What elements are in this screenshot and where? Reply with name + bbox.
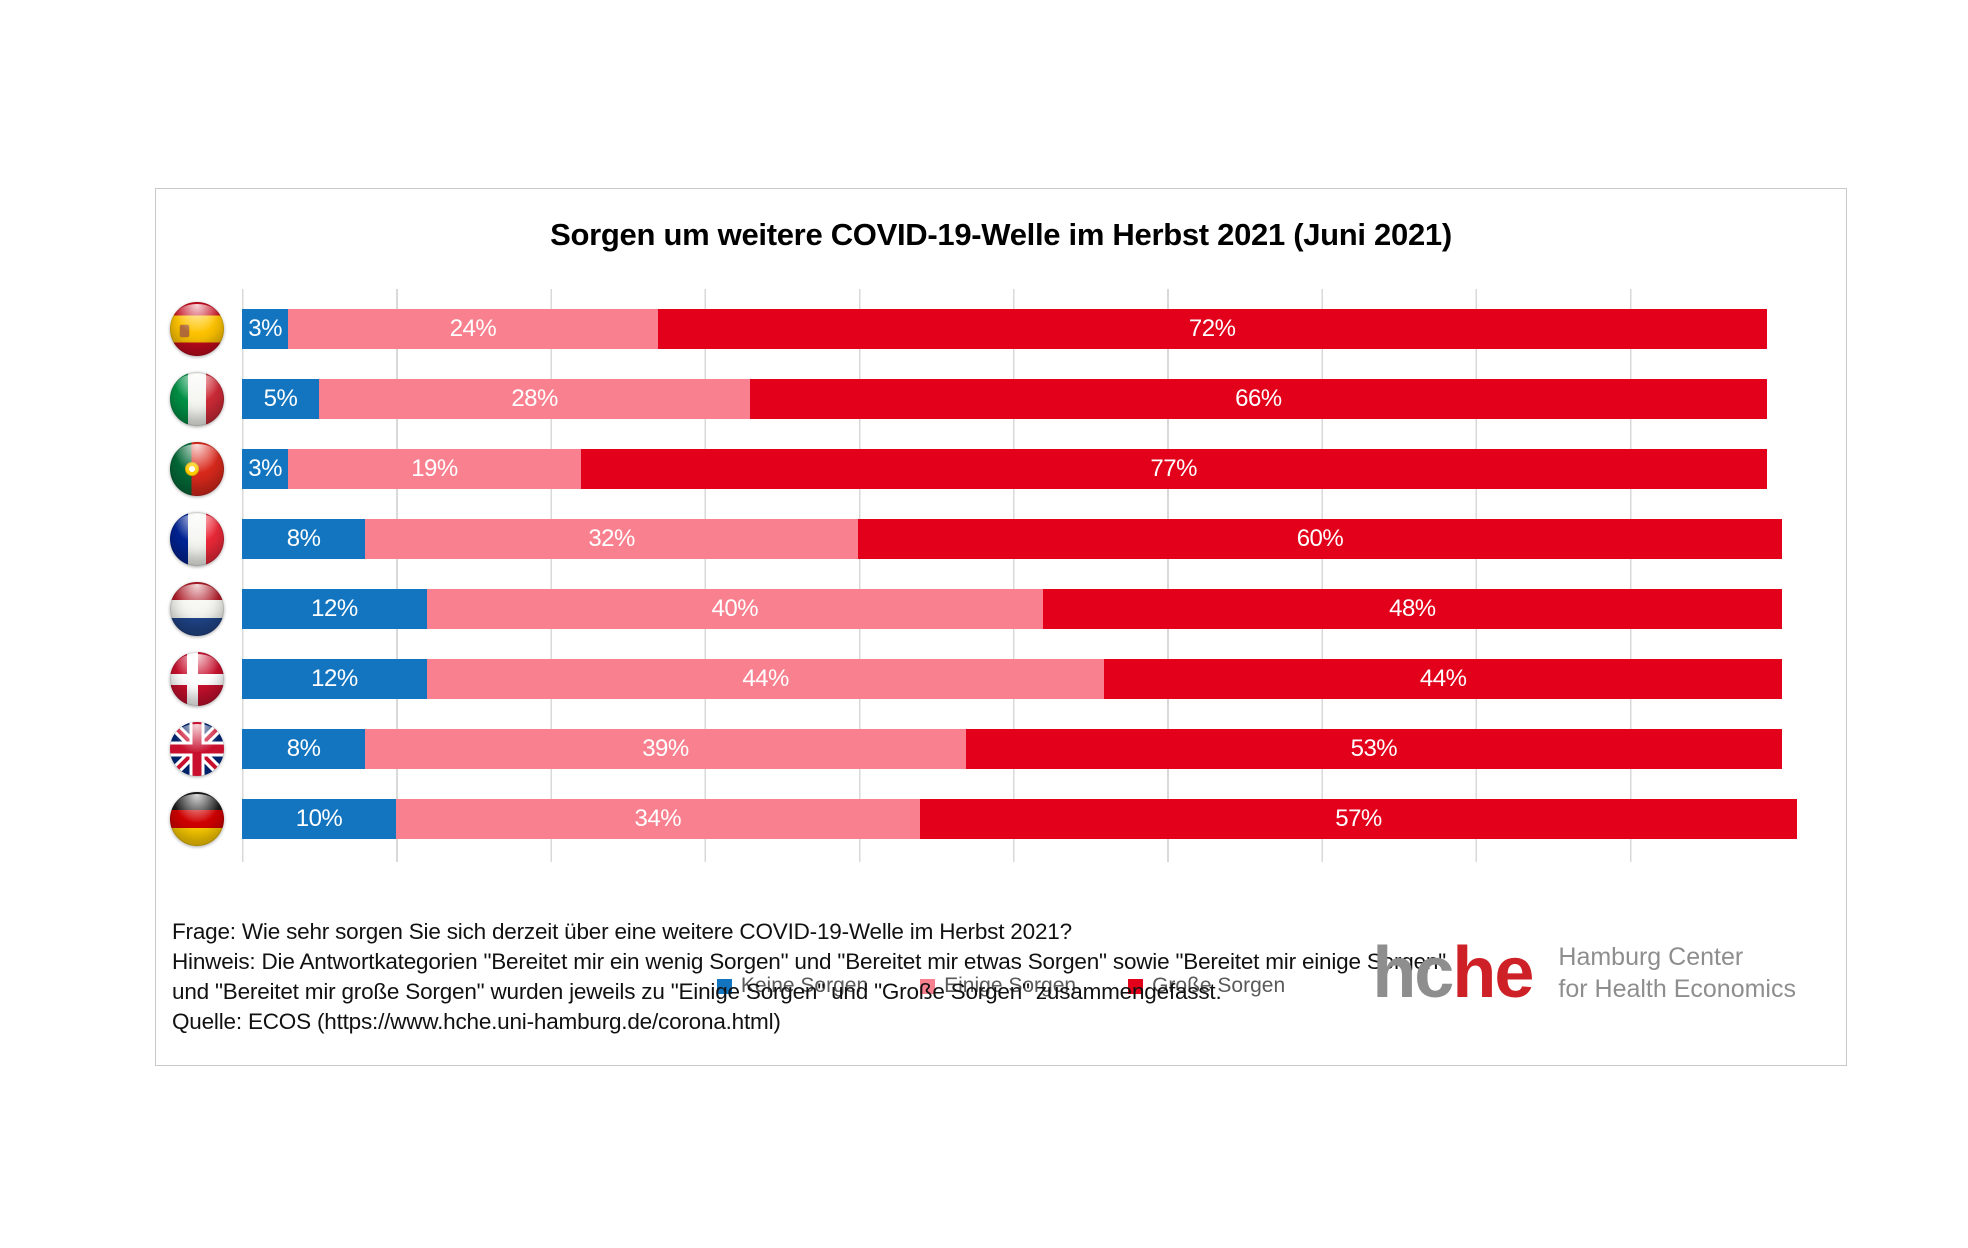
chart-rows: 3% 24% 72% 5% 28% 66% 3% 19% 77% 8% 32% 60% 12% 40% 48… — [156, 294, 1846, 854]
bar-segment-einige-sorgen: 32% — [365, 519, 858, 559]
stacked-bar: 8% 32% 60% — [242, 519, 1782, 559]
legend-label: Einige Sorgen — [944, 974, 1077, 997]
bar-segment-einige-sorgen: 19% — [288, 449, 581, 489]
footnote-quelle: Quelle: ECOS (https://www.hche.uni-hambu… — [172, 1009, 781, 1034]
bar-segment-keine-sorgen: 5% — [242, 379, 319, 419]
chart-row-italien: 5% 28% 66% — [156, 364, 1846, 434]
legend: Keine Sorgen Einige Sorgen Große Sorgen — [156, 974, 1846, 998]
segment-value-label: 39% — [642, 735, 689, 762]
segment-value-label: 12% — [311, 595, 358, 622]
bar-segment-einige-sorgen: 40% — [426, 589, 1043, 629]
segment-value-label: 34% — [634, 805, 682, 832]
chart-row-deutschland: 10% 34% 57% — [156, 784, 1846, 854]
segment-value-label: 66% — [1235, 385, 1282, 412]
legend-swatch-red-icon — [1128, 978, 1144, 994]
segment-value-label: 48% — [1389, 595, 1436, 622]
segment-value-label: 53% — [1350, 735, 1398, 762]
bar-segment-gro-e-sorgen: 60% — [857, 519, 1782, 559]
legend-label: Große Sorgen — [1152, 974, 1286, 997]
segment-value-label: 28% — [511, 385, 558, 412]
legend-item-einige-sorgen: Einige Sorgen — [920, 974, 1076, 998]
stacked-bar: 12% 40% 48% — [242, 589, 1782, 629]
bar-segment-keine-sorgen: 12% — [242, 589, 427, 629]
hche-logo: hche Hamburg Center for Health Economics — [1372, 937, 1796, 1009]
chart-panel: Sorgen um weitere COVID-19-Welle im Herb… — [155, 188, 1847, 1066]
bar-segment-einige-sorgen: 34% — [396, 799, 920, 839]
chart-row-portugal: 3% 19% 77% — [156, 434, 1846, 504]
flag-fr-icon — [170, 512, 224, 566]
segment-value-label: 77% — [1150, 455, 1197, 482]
legend-label: Keine Sorgen — [740, 974, 869, 997]
chart-row-d-nemark: 12% 44% 44% — [156, 644, 1846, 714]
hche-logotype: hche — [1372, 933, 1534, 1013]
stacked-bar: 5% 28% 66% — [242, 379, 1782, 419]
stacked-bar: 10% 34% 57% — [242, 799, 1798, 839]
segment-value-label: 12% — [311, 665, 358, 692]
flag-it-icon — [170, 372, 224, 426]
bar-segment-keine-sorgen: 8% — [242, 729, 366, 769]
bar-segment-keine-sorgen: 10% — [242, 799, 396, 839]
bar-segment-gro-e-sorgen: 77% — [580, 449, 1767, 489]
bar-segment-gro-e-sorgen: 53% — [965, 729, 1782, 769]
segment-value-label: 60% — [1296, 525, 1344, 552]
segment-value-label: 8% — [286, 735, 321, 762]
bar-segment-keine-sorgen: 8% — [242, 519, 366, 559]
segment-value-label: 10% — [295, 805, 343, 832]
segment-value-label: 8% — [286, 525, 321, 552]
bar-segment-keine-sorgen: 3% — [242, 449, 289, 489]
segment-value-label: 44% — [742, 665, 789, 692]
flag-gb-icon — [170, 722, 224, 776]
segment-value-label: 32% — [588, 525, 635, 552]
footnote-hinweis: Hinweis: Die Antwortkategorien "Bereitet… — [172, 949, 1446, 1004]
legend-swatch-pink-icon — [920, 978, 936, 994]
segment-value-label: 5% — [263, 385, 298, 412]
segment-value-label: 40% — [711, 595, 759, 622]
chart-row-spanien: 3% 24% 72% — [156, 294, 1846, 364]
flag-dk-icon — [170, 652, 224, 706]
hche-tagline: Hamburg Center for Health Economics — [1558, 943, 1796, 1003]
bar-segment-keine-sorgen: 12% — [242, 659, 427, 699]
flag-pt-icon — [170, 442, 224, 496]
bar-segment-einige-sorgen: 39% — [365, 729, 966, 769]
bar-segment-gro-e-sorgen: 48% — [1042, 589, 1782, 629]
segment-value-label: 3% — [248, 315, 282, 342]
stacked-bar: 12% 44% 44% — [242, 659, 1782, 699]
bar-segment-einige-sorgen: 44% — [426, 659, 1105, 699]
bar-segment-gro-e-sorgen: 57% — [919, 799, 1798, 839]
bar-segment-keine-sorgen: 3% — [242, 309, 289, 349]
legend-item-grosse-sorgen: Große Sorgen — [1128, 974, 1285, 998]
stacked-bar: 3% 24% 72% — [242, 309, 1782, 349]
legend-swatch-blue-icon — [716, 978, 732, 994]
chart-row-frankreich: 8% 32% 60% — [156, 504, 1846, 574]
stacked-bar: 3% 19% 77% — [242, 449, 1782, 489]
footnotes: Frage: Wie sehr sorgen Sie sich derzeit … — [172, 917, 1472, 1037]
flag-de-icon — [170, 792, 224, 846]
segment-value-label: 72% — [1188, 315, 1236, 342]
legend-item-keine-sorgen: Keine Sorgen — [716, 974, 869, 998]
stacked-bar: 8% 39% 53% — [242, 729, 1782, 769]
segment-value-label: 57% — [1335, 805, 1382, 832]
footnote-frage: Frage: Wie sehr sorgen Sie sich derzeit … — [172, 919, 1072, 944]
segment-value-label: 44% — [1419, 665, 1467, 692]
segment-value-label: 3% — [248, 455, 282, 482]
segment-value-label: 19% — [411, 455, 458, 482]
bar-segment-gro-e-sorgen: 66% — [750, 379, 1767, 419]
bar-segment-einige-sorgen: 28% — [319, 379, 751, 419]
bar-segment-gro-e-sorgen: 72% — [657, 309, 1767, 349]
chart-plot-area: 3% 24% 72% 5% 28% 66% 3% 19% 77% 8% 32% 60% 12% 40% 48… — [156, 289, 1846, 997]
bar-segment-gro-e-sorgen: 44% — [1104, 659, 1782, 699]
bar-segment-einige-sorgen: 24% — [288, 309, 658, 349]
flag-nl-icon — [170, 582, 224, 636]
flag-es-icon — [170, 302, 224, 356]
segment-value-label: 24% — [449, 315, 497, 342]
chart-row-niederlande: 12% 40% 48% — [156, 574, 1846, 644]
chart-title: Sorgen um weitere COVID-19-Welle im Herb… — [550, 217, 1452, 252]
chart-row-vereinigtes-k-nigreich: 8% 39% 53% — [156, 714, 1846, 784]
